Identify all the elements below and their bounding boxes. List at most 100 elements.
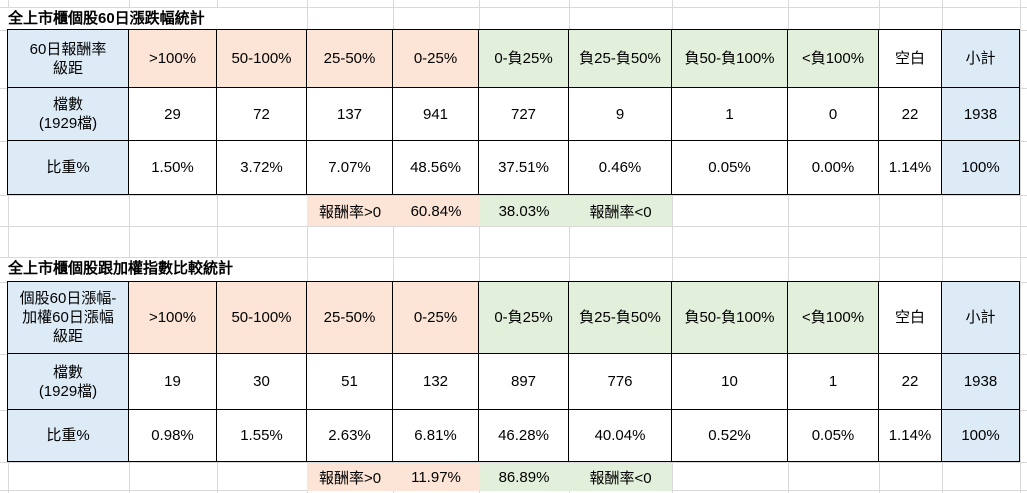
gridline-vertical xyxy=(1020,0,1021,493)
table2-count-row: 檔數 (1929檔) 19 30 51 132 897 776 10 1 22 … xyxy=(7,353,1020,410)
gridline-vertical xyxy=(479,0,480,493)
t2-summary-pos-label[interactable]: 報酬率>0 xyxy=(307,463,393,491)
table2-title[interactable]: 全上市櫃個股跟加權指數比較統計 xyxy=(8,260,234,277)
t1-col-header-7[interactable]: <負100% xyxy=(787,29,879,88)
t2-summary-neg-label[interactable]: 報酬率<0 xyxy=(569,463,672,491)
t1-pct-8[interactable]: 1.14% xyxy=(878,140,942,195)
t1-summary-pos-label[interactable]: 報酬率>0 xyxy=(307,196,393,226)
t2-pct-0[interactable]: 0.98% xyxy=(128,409,217,462)
t2-col-header-4[interactable]: 0-負25% xyxy=(478,281,569,354)
t1-count-total[interactable]: 1938 xyxy=(941,87,1020,141)
t2-count-5[interactable]: 776 xyxy=(568,353,672,410)
gridline-horizontal xyxy=(0,257,1027,258)
t1-count-2[interactable]: 137 xyxy=(306,87,393,141)
t1-count-5[interactable]: 9 xyxy=(568,87,672,141)
t1-count-0[interactable]: 29 xyxy=(128,87,217,141)
t2-col-header-1[interactable]: 50-100% xyxy=(216,281,307,354)
t2-count-2[interactable]: 51 xyxy=(306,353,393,410)
t1-col-header-4[interactable]: 0-負25% xyxy=(478,29,569,88)
table1-title[interactable]: 全上市櫃個股60日漲跌幅統計 xyxy=(8,10,205,27)
gridline-vertical xyxy=(217,0,218,493)
t1-count-1[interactable]: 72 xyxy=(216,87,307,141)
t2-count-7[interactable]: 1 xyxy=(787,353,879,410)
gridline-vertical xyxy=(129,0,130,493)
t2-count-label-cell[interactable]: 檔數 (1929檔) xyxy=(7,353,129,410)
t2-col-header-3[interactable]: 0-25% xyxy=(392,281,479,354)
t2-count-1[interactable]: 30 xyxy=(216,353,307,410)
t1-count-6[interactable]: 1 xyxy=(671,87,788,141)
table2: 個股60日漲幅- 加權60日漲幅 級距 >100% 50-100% 25-50%… xyxy=(7,281,1020,462)
t2-col-header-8[interactable]: 空白 xyxy=(878,281,942,354)
t2-pct-8[interactable]: 1.14% xyxy=(878,409,942,462)
gridline-vertical xyxy=(8,0,9,493)
t1-pct-2[interactable]: 7.07% xyxy=(306,140,393,195)
t1-summary-neg-value[interactable]: 38.03% xyxy=(479,196,569,226)
t1-count-8[interactable]: 22 xyxy=(878,87,942,141)
t1-pct-6[interactable]: 0.05% xyxy=(671,140,788,195)
table1-header-row: 60日報酬率 級距 >100% 50-100% 25-50% 0-25% 0-負… xyxy=(7,29,1020,88)
t2-count-8[interactable]: 22 xyxy=(878,353,942,410)
t1-row-header-cell[interactable]: 60日報酬率 級距 xyxy=(7,29,129,88)
t2-pct-6[interactable]: 0.52% xyxy=(671,409,788,462)
t1-pct-0[interactable]: 1.50% xyxy=(128,140,217,195)
table1-count-row: 檔數 (1929檔) 29 72 137 941 727 9 1 0 22 19… xyxy=(7,87,1020,141)
t1-col-header-6[interactable]: 負50-負100% xyxy=(671,29,788,88)
t2-col-header-2[interactable]: 25-50% xyxy=(306,281,393,354)
t2-row-header-cell[interactable]: 個股60日漲幅- 加權60日漲幅 級距 xyxy=(7,281,129,354)
gridline-horizontal xyxy=(0,7,1027,8)
t1-col-header-2[interactable]: 25-50% xyxy=(306,29,393,88)
t1-col-header-8[interactable]: 空白 xyxy=(878,29,942,88)
t2-col-header-0[interactable]: >100% xyxy=(128,281,217,354)
gridline-vertical xyxy=(879,0,880,493)
t2-summary-pos-value[interactable]: 11.97% xyxy=(393,463,479,491)
t2-summary-neg-value[interactable]: 86.89% xyxy=(479,463,569,491)
t2-pct-1[interactable]: 1.55% xyxy=(216,409,307,462)
gridline-vertical xyxy=(569,0,570,493)
t2-pct-7[interactable]: 0.05% xyxy=(787,409,879,462)
table2-pct-row: 比重% 0.98% 1.55% 2.63% 6.81% 46.28% 40.04… xyxy=(7,409,1020,462)
t2-pct-2[interactable]: 2.63% xyxy=(306,409,393,462)
t1-count-label-cell[interactable]: 檔數 (1929檔) xyxy=(7,87,129,141)
t2-row-header-line1: 個股60日漲幅- xyxy=(19,290,117,307)
t1-col-header-5[interactable]: 負25-負50% xyxy=(568,29,672,88)
gridline-vertical xyxy=(393,0,394,493)
t1-pct-4[interactable]: 37.51% xyxy=(478,140,569,195)
table1: 60日報酬率 級距 >100% 50-100% 25-50% 0-25% 0-負… xyxy=(7,29,1020,195)
t2-count-0[interactable]: 19 xyxy=(128,353,217,410)
gridline-horizontal xyxy=(0,195,1027,196)
t2-col-header-9[interactable]: 小計 xyxy=(941,281,1020,354)
t2-col-header-7[interactable]: <負100% xyxy=(787,281,879,354)
t2-col-header-6[interactable]: 負50-負100% xyxy=(671,281,788,354)
t1-count-7[interactable]: 0 xyxy=(787,87,879,141)
t2-pct-label-cell[interactable]: 比重% xyxy=(7,409,129,462)
t1-pct-label-cell[interactable]: 比重% xyxy=(7,140,129,195)
t1-row-header-line2: 級距 xyxy=(52,59,83,77)
gridline-horizontal xyxy=(0,462,1027,463)
t2-count-3[interactable]: 132 xyxy=(392,353,479,410)
t2-count-total[interactable]: 1938 xyxy=(941,353,1020,410)
t1-pct-total[interactable]: 100% xyxy=(941,140,1020,195)
t2-pct-5[interactable]: 40.04% xyxy=(568,409,672,462)
t1-col-header-1[interactable]: 50-100% xyxy=(216,29,307,88)
t1-count-3[interactable]: 941 xyxy=(392,87,479,141)
t2-pct-3[interactable]: 6.81% xyxy=(392,409,479,462)
gridline-vertical xyxy=(307,0,308,493)
t2-pct-total[interactable]: 100% xyxy=(941,409,1020,462)
table1-pct-row: 比重% 1.50% 3.72% 7.07% 48.56% 37.51% 0.46… xyxy=(7,140,1020,195)
t2-col-header-5[interactable]: 負25-負50% xyxy=(568,281,672,354)
t1-col-header-3[interactable]: 0-25% xyxy=(392,29,479,88)
t2-row-header-line2: 加權60日漲幅 xyxy=(22,309,114,326)
t1-pct-7[interactable]: 0.00% xyxy=(787,140,879,195)
t1-col-header-0[interactable]: >100% xyxy=(128,29,217,88)
t1-pct-5[interactable]: 0.46% xyxy=(568,140,672,195)
t1-summary-pos-value[interactable]: 60.84% xyxy=(393,196,479,226)
t1-count-label-line1: 檔數 xyxy=(52,96,83,113)
t2-count-4[interactable]: 897 xyxy=(478,353,569,410)
t1-count-4[interactable]: 727 xyxy=(478,87,569,141)
t2-count-6[interactable]: 10 xyxy=(671,353,788,410)
t1-summary-neg-label[interactable]: 報酬率<0 xyxy=(569,196,672,226)
t1-pct-1[interactable]: 3.72% xyxy=(216,140,307,195)
t1-pct-3[interactable]: 48.56% xyxy=(392,140,479,195)
t2-pct-4[interactable]: 46.28% xyxy=(478,409,569,462)
t1-col-header-9[interactable]: 小計 xyxy=(941,29,1020,88)
